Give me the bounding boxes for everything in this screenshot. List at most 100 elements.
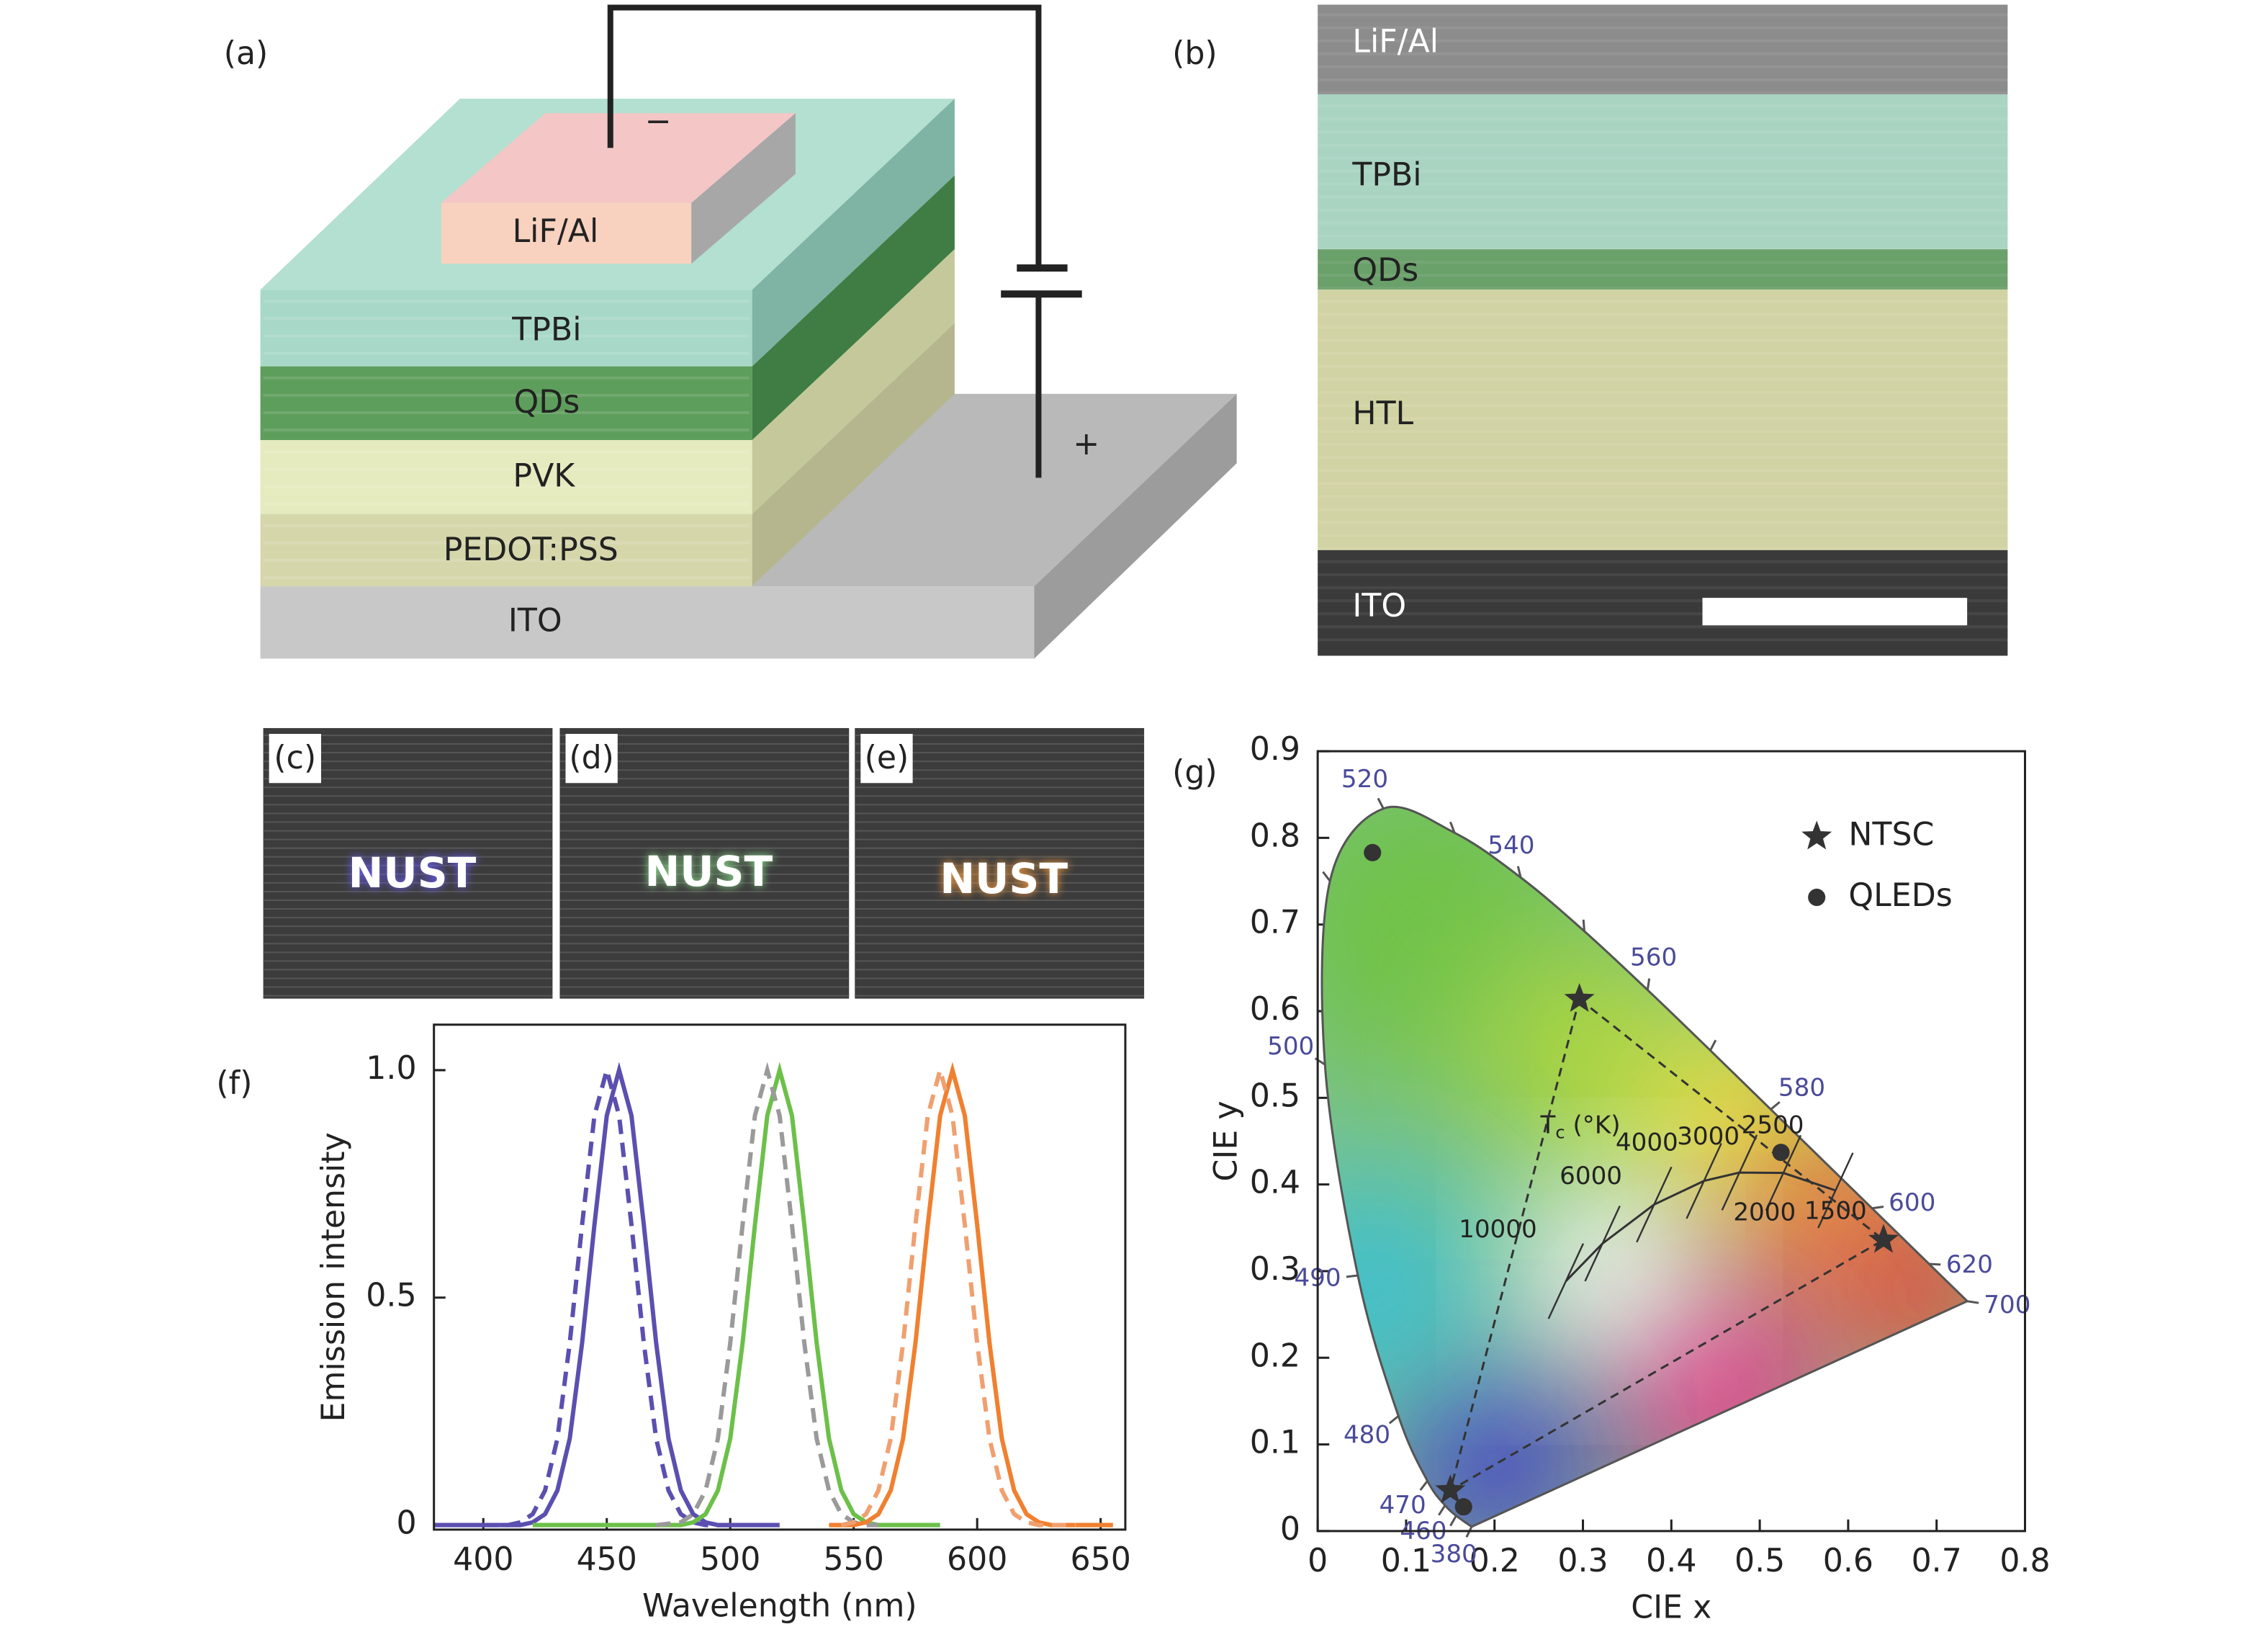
wavelength-label: 580 bbox=[1778, 1074, 1825, 1103]
y-tick-label: 0.1 bbox=[1250, 1425, 1300, 1461]
isotherm bbox=[1721, 1134, 1758, 1211]
x-axis-label: CIE x bbox=[1631, 1589, 1711, 1625]
ito-side bbox=[1034, 393, 1237, 659]
circle-marker bbox=[1772, 1144, 1790, 1162]
y-tick-label: 0.8 bbox=[1250, 817, 1300, 854]
tem-label: LiF/Al bbox=[1352, 24, 1439, 60]
wavelength-label: 620 bbox=[1946, 1250, 1993, 1279]
legend-label: QLEDs bbox=[1848, 877, 1952, 914]
y-tick-label: 0.4 bbox=[1250, 1165, 1300, 1201]
isotherm bbox=[1636, 1166, 1673, 1243]
y-tick-label: 0 bbox=[396, 1505, 416, 1542]
x-tick-label: 0.2 bbox=[1470, 1543, 1520, 1579]
wavelength-label: 500 bbox=[1267, 1032, 1314, 1061]
layer-front bbox=[260, 366, 752, 441]
ito-top bbox=[752, 393, 1237, 587]
legend-marker bbox=[1801, 820, 1832, 850]
plot-frame bbox=[433, 1023, 1127, 1531]
wavelength-label: 560 bbox=[1630, 943, 1677, 972]
layer-label: ITO bbox=[508, 602, 562, 639]
layer-front bbox=[260, 290, 752, 367]
locus-tick bbox=[1967, 1300, 1979, 1304]
layer-front bbox=[260, 440, 752, 514]
locus-tick bbox=[1871, 1206, 1884, 1210]
x-tick-label: 600 bbox=[947, 1541, 1007, 1578]
spectrum-line bbox=[840, 1062, 1076, 1528]
electrode-front bbox=[441, 202, 692, 264]
x-tick-label: 0 bbox=[1308, 1543, 1328, 1579]
temperature-label: 6000 bbox=[1560, 1162, 1622, 1190]
temperature-label: 3000 bbox=[1677, 1122, 1740, 1151]
isotherm bbox=[1817, 1152, 1854, 1229]
spectrum-line bbox=[829, 1062, 1113, 1528]
locus-tick bbox=[1449, 821, 1456, 833]
x-tick-label: 0.1 bbox=[1381, 1543, 1431, 1579]
circle-marker bbox=[1364, 843, 1382, 861]
x-tick-label: 500 bbox=[700, 1541, 760, 1578]
photo-label-box bbox=[860, 733, 913, 784]
x-tick-label: 0.6 bbox=[1823, 1543, 1873, 1579]
x-tick-label: 650 bbox=[1070, 1541, 1130, 1578]
y-tick-label: 0.6 bbox=[1250, 991, 1300, 1028]
tem-label: ITO bbox=[1352, 588, 1406, 624]
photo-text-glow: NUST bbox=[348, 848, 477, 897]
locus-tick bbox=[1709, 1039, 1717, 1051]
locus-tick bbox=[1377, 797, 1385, 809]
layer-front bbox=[260, 513, 752, 587]
tem-label: TPBi bbox=[1351, 157, 1421, 194]
tc-label-part: c bbox=[1555, 1122, 1565, 1142]
x-tick-label: 0.7 bbox=[1912, 1543, 1962, 1579]
x-axis-label: Wavelength (nm) bbox=[642, 1587, 917, 1624]
locus-tick bbox=[1419, 1480, 1428, 1491]
circle-marker bbox=[1454, 1498, 1472, 1516]
isotherm bbox=[1765, 1134, 1802, 1211]
y-tick-label: 0.2 bbox=[1250, 1337, 1300, 1374]
spectrum-line bbox=[656, 1062, 878, 1528]
wavelength-label: 700 bbox=[1984, 1291, 2030, 1319]
isotherm bbox=[1584, 1205, 1621, 1282]
tem-label: HTL bbox=[1352, 395, 1413, 432]
x-tick-label: 0.4 bbox=[1646, 1543, 1696, 1579]
x-tick-label: 550 bbox=[824, 1541, 884, 1578]
y-tick-label: 0 bbox=[1280, 1511, 1300, 1548]
locus-tick bbox=[1646, 978, 1651, 990]
legend-marker bbox=[1808, 888, 1826, 907]
locus-tick bbox=[1438, 1504, 1446, 1516]
tc-label-part: T bbox=[1540, 1111, 1556, 1139]
layer-side bbox=[752, 175, 955, 441]
tc-label-part: (°K) bbox=[1565, 1111, 1621, 1139]
layer-side bbox=[752, 248, 955, 514]
spectrum-line bbox=[532, 1062, 940, 1528]
x-tick-label: 450 bbox=[577, 1541, 637, 1578]
y-axis-label: Emission intensity bbox=[315, 1132, 352, 1422]
y-tick-label: 0.9 bbox=[1250, 731, 1300, 768]
wavelength-label: 380 bbox=[1431, 1540, 1477, 1569]
y-tick-label: 1.0 bbox=[366, 1050, 416, 1087]
photo-text-glow: NUST bbox=[940, 854, 1068, 903]
gamut-blob bbox=[1321, 1172, 1487, 1404]
locus-tick bbox=[1449, 1515, 1457, 1527]
wavelength-label: 520 bbox=[1341, 765, 1388, 794]
tem-layer bbox=[1318, 4, 2008, 95]
layer-label: PVK bbox=[513, 457, 575, 494]
gamut-blob bbox=[1522, 1184, 1696, 1358]
star-marker bbox=[1564, 983, 1595, 1013]
tem-layer bbox=[1318, 94, 2008, 249]
tem-label: QDs bbox=[1352, 252, 1418, 289]
locus-tick bbox=[1322, 871, 1331, 882]
gamut-blob bbox=[1832, 1201, 1968, 1376]
y-tick-label: 0.3 bbox=[1250, 1251, 1300, 1288]
tem-layer bbox=[1318, 248, 2008, 290]
isotherm bbox=[1547, 1243, 1585, 1319]
plot-frame bbox=[1316, 750, 2027, 1533]
x-tick-label: 0.8 bbox=[1999, 1543, 2050, 1579]
layer-label: LiF/Al bbox=[513, 213, 599, 250]
tc-label: Tc (°K) bbox=[1540, 1111, 1621, 1143]
locus-tick bbox=[1388, 1415, 1400, 1425]
x-tick-label: 0.3 bbox=[1557, 1543, 1608, 1579]
tem-layer bbox=[1318, 290, 2008, 550]
terminal-sign: − bbox=[645, 103, 672, 140]
locus-tick bbox=[1516, 866, 1522, 878]
